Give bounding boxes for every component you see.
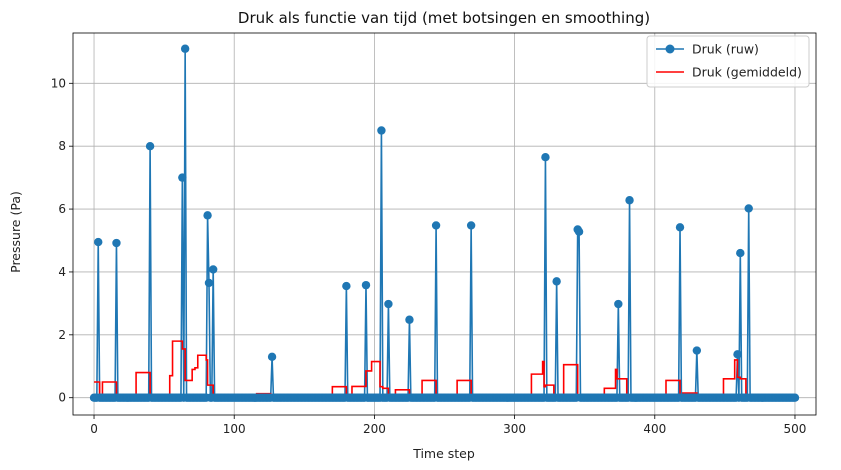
- raw-data-point: [790, 393, 800, 402]
- raw-data-point: [267, 352, 277, 362]
- raw-data-point: [625, 196, 634, 205]
- raw-data-point: [574, 227, 584, 236]
- x-tick-label: 200: [363, 422, 386, 436]
- raw-data-point: [204, 278, 214, 288]
- x-tick-label: 100: [223, 422, 246, 436]
- raw-data-point: [377, 126, 386, 135]
- x-tick-label: 400: [643, 422, 666, 436]
- y-tick-label: 4: [58, 265, 66, 279]
- axis-ticks: 0 100 200 300 400 500 0 2 4 6 8 10: [51, 76, 807, 436]
- raw-data-point: [736, 248, 745, 258]
- legend-smooth-label: Druk (gemiddeld): [692, 65, 802, 80]
- y-tick-label: 2: [58, 328, 66, 342]
- raw-data-point: [692, 346, 702, 355]
- raw-data-point: [112, 238, 121, 248]
- raw-data-point: [384, 299, 393, 309]
- y-tick-label: 6: [58, 202, 66, 216]
- raw-data-point: [466, 221, 476, 230]
- y-tick-label: 0: [58, 391, 66, 405]
- raw-data-point: [178, 173, 187, 182]
- raw-data-point: [552, 277, 561, 286]
- raw-data-point: [94, 237, 103, 247]
- legend-raw-marker: [665, 44, 675, 54]
- x-tick-label: 500: [784, 422, 807, 436]
- raw-data-point: [208, 265, 218, 274]
- raw-data-point: [733, 350, 742, 359]
- plot-frame: [72, 32, 817, 416]
- x-tick-label: 0: [90, 422, 98, 436]
- raw-data-point: [541, 152, 550, 162]
- chart-title: Druk als functie van tijd (met botsingen…: [238, 9, 650, 27]
- raw-data-point: [675, 223, 685, 232]
- raw-data-point: [361, 280, 371, 290]
- plot-area: [89, 44, 800, 402]
- raw-data-point: [342, 281, 351, 291]
- legend: Druk (ruw) Druk (gemiddeld): [646, 35, 810, 88]
- raw-data-point: [145, 141, 155, 151]
- y-tick-label: 8: [58, 139, 66, 153]
- raw-data-point: [203, 211, 212, 220]
- y-tick-label: 10: [51, 76, 66, 90]
- raw-data-point: [431, 221, 441, 230]
- raw-data-point: [405, 315, 414, 324]
- x-axis-label: Time step: [412, 446, 475, 461]
- legend-box: [646, 35, 810, 88]
- x-tick-label: 300: [503, 422, 526, 436]
- y-axis-label: Pressure (Pa): [8, 191, 23, 273]
- raw-data-point: [180, 44, 190, 53]
- raw-data-point: [614, 299, 623, 309]
- legend-raw-label: Druk (ruw): [692, 42, 759, 57]
- raw-data-point: [744, 204, 753, 213]
